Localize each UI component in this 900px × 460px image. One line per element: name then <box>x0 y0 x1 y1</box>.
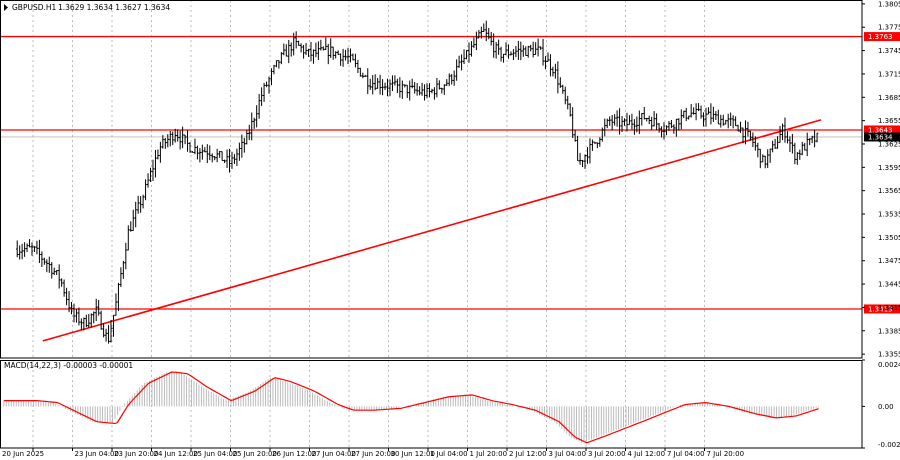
macd-panel-frame <box>0 360 863 449</box>
price-panel-frame <box>0 0 863 359</box>
macd-label: MACD(14,22,3) -0.00003 -0.00001 <box>4 361 133 370</box>
time-tick-label: 7 Jul 20:00 <box>707 450 745 458</box>
price-tick-label: 1.3595 <box>878 164 900 172</box>
price-tick-label: 1.3355 <box>878 351 900 359</box>
price-tick-label: 1.3565 <box>878 187 900 195</box>
price-tick-label: 1.3415 <box>878 304 900 312</box>
level-badge <box>864 32 900 42</box>
level-badge <box>864 304 900 314</box>
time-tick-label: 1 Jul 20:00 <box>470 450 508 458</box>
level-badge-label: 1.3763 <box>868 33 893 41</box>
axes <box>0 0 865 451</box>
symbol-label: GBPUSD.H1 <box>12 3 57 12</box>
time-tick-label: 30 Jun 12:00 <box>391 450 435 458</box>
price-tick-label: 1.3505 <box>878 234 900 242</box>
price-tick-label: 1.3385 <box>878 327 900 335</box>
time-tick-label: 25 Jun 04:00 <box>193 450 237 458</box>
horizontal-levels: 1.3763 1.3643 1.3413 1.3634 <box>0 32 900 342</box>
macd-tick-label: 0.00 <box>878 403 894 411</box>
level-badge-label: 1.3643 <box>868 126 893 134</box>
macd-tick-label: -0.00217 <box>878 441 900 449</box>
level-badge <box>864 125 900 135</box>
price-bars <box>16 20 819 344</box>
time-tick-label: 23 Jun 04:00 <box>75 450 119 458</box>
price-tick-label: 1.3625 <box>878 140 900 148</box>
time-tick-label: 3 Jul 04:00 <box>549 450 587 458</box>
trend-line <box>42 119 822 342</box>
macd-panel <box>3 371 820 444</box>
price-tick-label: 1.3685 <box>878 94 900 102</box>
time-tick-label: 1 Jul 04:00 <box>430 450 468 458</box>
price-tick-label: 1.3655 <box>878 117 900 125</box>
time-tick-label: 4 Jul 12:00 <box>628 450 666 458</box>
symbol-marker-icon <box>4 4 8 11</box>
time-tick-label: 26 Jun 12:00 <box>272 450 316 458</box>
ohlc-readout: 1.3629 1.3634 1.3627 1.3634 <box>58 3 170 12</box>
time-tick-label: 3 Jul 20:00 <box>588 450 626 458</box>
price-tick-label: 1.3745 <box>878 47 900 55</box>
macd-signal-line <box>3 371 819 444</box>
price-tick-label: 1.3535 <box>878 211 900 219</box>
price-tick-label: 1.3715 <box>878 70 900 78</box>
time-tick-label: 27 Jun 04:00 <box>312 450 356 458</box>
price-tick-label: 1.3805 <box>878 0 900 8</box>
current-price-badge <box>864 132 900 142</box>
price-tick-label: 1.3445 <box>878 281 900 289</box>
time-tick-label: 25 Jun 20:00 <box>233 450 277 458</box>
current-price-label: 1.3634 <box>868 133 893 141</box>
level-badge-label: 1.3413 <box>868 305 893 313</box>
time-tick-label: 23 Jun 20:00 <box>114 450 158 458</box>
macd-tick-label: 0.00242 <box>878 361 900 369</box>
time-tick-label: 7 Jul 04:00 <box>667 450 705 458</box>
time-tick-label: 2 Jul 12:00 <box>509 450 547 458</box>
time-tick-label: 20 Jun 2025 <box>2 450 44 458</box>
price-tick-label: 1.3475 <box>878 257 900 265</box>
price-tick-label: 1.3775 <box>878 24 900 32</box>
time-tick-label: 24 Jun 12:00 <box>154 450 198 458</box>
time-tick-label: 27 Jun 20:00 <box>351 450 395 458</box>
